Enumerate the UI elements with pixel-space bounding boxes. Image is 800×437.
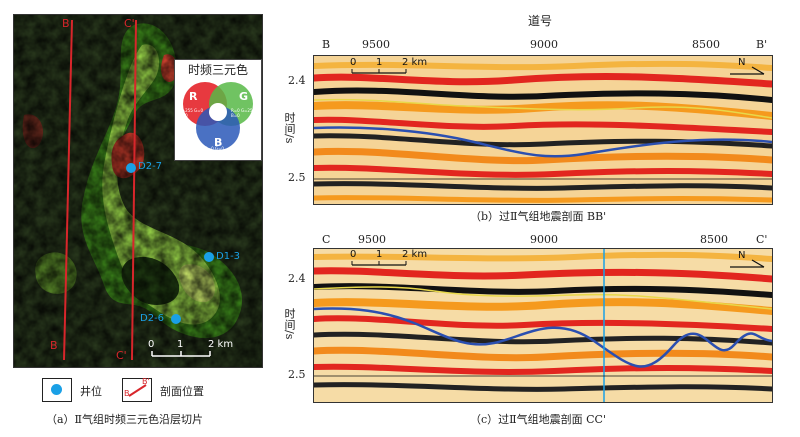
legend-b-values: R=0 G=0 B=255	[205, 146, 224, 156]
rgb-venn	[183, 82, 253, 150]
scale-tick-label: 1	[376, 57, 383, 68]
x-tick-label: 9000	[530, 233, 558, 246]
x-tick-label: 9500	[362, 38, 390, 51]
legend-g: G	[239, 90, 249, 103]
legend-section-box: B B'	[122, 377, 152, 402]
x-tick-label: 8500	[692, 38, 720, 51]
y-tick-label: 2.5	[288, 171, 306, 184]
well-label: D1-3	[216, 251, 241, 262]
x-tick-label: 9000	[530, 38, 558, 51]
legend-well-label: 井位	[80, 385, 102, 398]
section-symbol-b2: B'	[142, 377, 150, 386]
well-label: D2-6	[140, 313, 165, 324]
scale-tick-label: 0	[350, 57, 357, 68]
legend-well-box	[42, 378, 72, 402]
well-marker[interactable]	[171, 314, 181, 324]
y-axis-label: 时间/s	[283, 308, 296, 340]
scale-tick-label: 2 km	[208, 339, 234, 350]
well-symbol-icon	[51, 384, 62, 395]
north-label: N	[738, 250, 746, 261]
scale-tick-label: 0	[148, 339, 155, 350]
legend-b: B	[214, 136, 223, 149]
section-label: B	[62, 17, 70, 30]
scale-tick-label: 2 km	[402, 249, 428, 260]
x-tick-label: 9500	[358, 233, 386, 246]
y-axis-label: 时间/s	[283, 112, 296, 144]
scale-tick-label: 2 km	[402, 57, 428, 68]
scale-tick-label: 1	[177, 339, 184, 350]
y-tick-label: 2.4	[288, 74, 306, 87]
well-marker[interactable]	[126, 163, 136, 173]
section-b-right-label: B'	[756, 38, 768, 51]
section-c-left-label: C	[322, 233, 331, 246]
seismic-bb-traces	[314, 56, 772, 204]
axis-top-title: 道号	[528, 14, 553, 28]
scale-tick-label: 0	[350, 249, 357, 260]
well-label: D2-7	[138, 161, 163, 172]
scale-tick-label: 1	[376, 249, 383, 260]
section-symbol-b: B	[124, 389, 130, 398]
legend-r-values: R=255 G=0 B=0	[179, 108, 204, 118]
caption-c: （c）过Ⅱ气组地震剖面 CC'	[470, 413, 606, 426]
well-marker[interactable]	[204, 252, 214, 262]
section-label: C'	[124, 17, 135, 30]
section-label: C'	[116, 349, 127, 362]
seismic-section-bb: 0 1 2 km N	[313, 55, 773, 205]
legend-g-values: R=0 G=255 B=0	[231, 108, 256, 118]
rgb-legend-title: 时频三元色	[187, 63, 248, 77]
section-label: B	[50, 339, 58, 352]
north-arrow-icon	[730, 259, 765, 268]
legend-r: R	[189, 90, 198, 103]
seismic-section-cc: 0 1 2 km N	[313, 248, 773, 403]
north-label: N	[738, 57, 746, 68]
section-symbol-icon	[128, 384, 147, 397]
section-line-cc[interactable]	[131, 19, 137, 361]
section-c-right-label: C'	[756, 233, 768, 246]
y-tick-label: 2.4	[288, 272, 306, 285]
y-tick-label: 2.5	[288, 368, 306, 381]
caption-b: （b）过Ⅱ气组地震剖面 BB'	[470, 210, 607, 223]
seismic-cc-traces	[314, 249, 772, 402]
rgb-legend: 时频三元色 R G B R=255 G=0 B=0 R=0 G=255 B=0 …	[174, 59, 262, 161]
rgb-slice-map: B C' B C' D2-7 D1-3 D2-6 0 1 2 km 时频三元色 …	[13, 14, 263, 368]
legend-section-label: 剖面位置	[160, 385, 204, 398]
section-line-bb[interactable]	[63, 19, 73, 361]
north-arrow-icon	[730, 66, 765, 75]
caption-a: （a）Ⅱ气组时频三元色沿层切片	[46, 413, 204, 426]
section-b-left-label: B	[322, 38, 331, 51]
x-tick-label: 8500	[700, 233, 728, 246]
